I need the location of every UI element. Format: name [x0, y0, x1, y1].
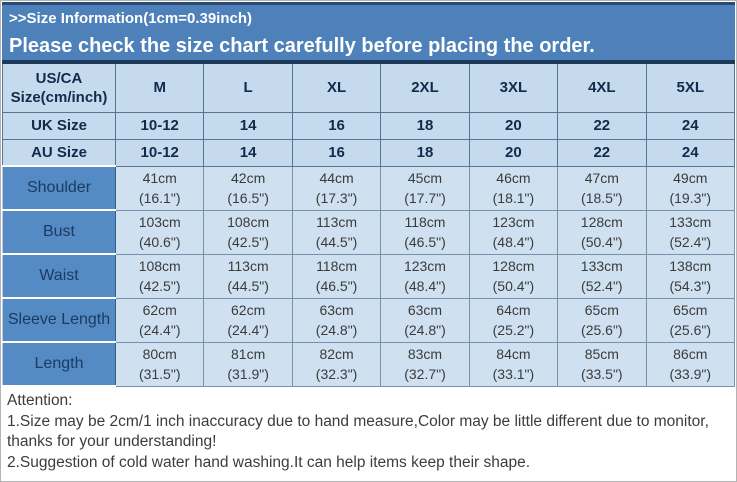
row-label: Length [2, 341, 116, 387]
measure-cell: 83cm (32.7") [380, 341, 470, 387]
measure-cell: 62cm (24.4") [114, 297, 205, 343]
measure-cell: 138cm (54.3") [645, 253, 736, 299]
size-cell: 24 [645, 111, 736, 140]
shoulder-row: Shoulder 41cm (16.1") 42cm (16.5") 44cm … [2, 165, 736, 211]
measure-cell: 62cm (24.4") [203, 297, 293, 343]
size-cell: 22 [557, 138, 647, 167]
header-row: US/CA Size(cm/inch) M L XL 2XL 3XL 4XL 5… [2, 61, 736, 113]
size-cell: 20 [468, 111, 559, 140]
measure-cell: 65cm (25.6") [645, 297, 736, 343]
measure-cell: 42cm (16.5") [203, 165, 293, 211]
measure-cell: 63cm (24.8") [380, 297, 470, 343]
size-cell: 10-12 [114, 111, 205, 140]
measure-cell: 133cm (52.4") [645, 209, 736, 255]
attention-title: Attention: [7, 392, 73, 409]
size-cell: 24 [645, 138, 736, 167]
size-chart-table: US/CA Size(cm/inch) M L XL 2XL 3XL 4XL 5… [2, 60, 736, 387]
measure-cell: 85cm (33.5") [557, 341, 647, 387]
size-cell: 10-12 [114, 138, 205, 167]
measure-cell: 123cm (48.4") [380, 253, 470, 299]
header-cell-size: 3XL [468, 61, 559, 113]
measure-cell: 123cm (48.4") [468, 209, 559, 255]
measure-cell: 46cm (18.1") [468, 165, 559, 211]
attention-line-1: 1.Size may be 2cm/1 inch inaccuracy due … [7, 412, 709, 451]
measure-cell: 82cm (32.3") [291, 341, 382, 387]
measure-cell: 64cm (25.2") [468, 297, 559, 343]
measure-cell: 128cm (50.4") [468, 253, 559, 299]
row-label: Shoulder [2, 165, 116, 211]
size-cell: 18 [380, 111, 470, 140]
size-cell: 16 [291, 111, 382, 140]
measure-cell: 133cm (52.4") [557, 253, 647, 299]
header-cell-size: L [203, 61, 293, 113]
measure-cell: 113cm (44.5") [291, 209, 382, 255]
measure-cell: 80cm (31.5") [114, 341, 205, 387]
size-cell: 18 [380, 138, 470, 167]
size-cell: 14 [203, 111, 293, 140]
measure-cell: 63cm (24.8") [291, 297, 382, 343]
row-label: UK Size [2, 111, 116, 140]
measure-cell: 86cm (33.9") [645, 341, 736, 387]
measure-cell: 108cm (42.5") [114, 253, 205, 299]
measure-cell: 113cm (44.5") [203, 253, 293, 299]
header-cell-size: 5XL [645, 61, 736, 113]
measure-cell: 108cm (42.5") [203, 209, 293, 255]
header-cell-size: M [114, 61, 205, 113]
banner-title: >>Size Information(1cm=0.39inch) [9, 10, 252, 27]
corner-cell: US/CA Size(cm/inch) [2, 61, 116, 113]
row-label: Waist [2, 253, 116, 299]
header-cell-size: XL [291, 61, 382, 113]
banner: >>Size Information(1cm=0.39inch) Please … [2, 2, 735, 60]
size-cell: 16 [291, 138, 382, 167]
measure-cell: 41cm (16.1") [114, 165, 205, 211]
length-row: Length 80cm (31.5") 81cm (31.9") 82cm (3… [2, 341, 736, 387]
measure-cell: 118cm (46.5") [291, 253, 382, 299]
measure-cell: 81cm (31.9") [203, 341, 293, 387]
size-cell: 14 [203, 138, 293, 167]
waist-row: Waist 108cm (42.5") 113cm (44.5") 118cm … [2, 253, 736, 299]
measure-cell: 103cm (40.6") [114, 209, 205, 255]
measure-cell: 45cm (17.7") [380, 165, 470, 211]
measure-cell: 49cm (19.3") [645, 165, 736, 211]
size-cell: 20 [468, 138, 559, 167]
measure-cell: 47cm (18.5") [557, 165, 647, 211]
row-label: Bust [2, 209, 116, 255]
measure-cell: 44cm (17.3") [291, 165, 382, 211]
measure-cell: 84cm (33.1") [468, 341, 559, 387]
row-label: Sleeve Length [2, 297, 116, 343]
measure-cell: 128cm (50.4") [557, 209, 647, 255]
measure-cell: 65cm (25.6") [557, 297, 647, 343]
attention-line-2: 2.Suggestion of cold water hand washing.… [7, 453, 531, 471]
header-cell-size: 4XL [557, 61, 647, 113]
sleeve-length-row: Sleeve Length 62cm (24.4") 62cm (24.4") … [2, 297, 736, 343]
attention-notes: Attention: 1.Size may be 2cm/1 inch inac… [2, 387, 735, 473]
banner-subtitle: Please check the size chart carefully be… [9, 35, 595, 57]
uk-size-row: UK Size 10-12 14 16 18 20 22 24 [2, 111, 736, 140]
bust-row: Bust 103cm (40.6") 108cm (42.5") 113cm (… [2, 209, 736, 255]
size-cell: 22 [557, 111, 647, 140]
au-size-row: AU Size 10-12 14 16 18 20 22 24 [2, 138, 736, 167]
measure-cell: 118cm (46.5") [380, 209, 470, 255]
row-label: AU Size [2, 138, 116, 167]
header-cell-size: 2XL [380, 61, 470, 113]
